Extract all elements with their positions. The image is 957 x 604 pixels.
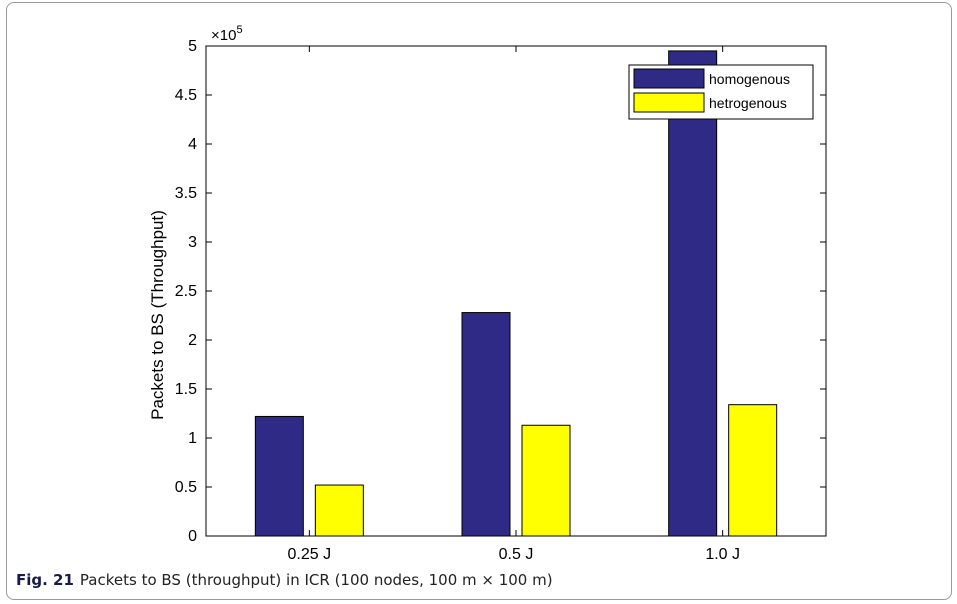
legend-label: homogenous	[709, 71, 790, 87]
legend-swatch	[633, 92, 705, 113]
y-tick-label: 3	[188, 234, 197, 251]
axes-group: 0 0.5 1 1.5 2 2.5 3 3.5 4 4.5 5 0.25 J 0.5 J 1.0 J	[175, 38, 827, 563]
x-tick-label: 0.25 J	[288, 546, 332, 563]
legend: homogenous hetrogenous	[628, 64, 814, 120]
bars-group	[254, 50, 778, 537]
legend-swatch	[633, 68, 705, 89]
y-tick-label: 0	[188, 528, 197, 545]
caption-text: Packets to BS (throughput) in ICR (100 n…	[79, 571, 553, 589]
bar-hetrogenous-0	[314, 484, 364, 537]
y-tick-label: 0.5	[175, 479, 197, 496]
x-tick-label: 0.5 J	[499, 546, 534, 563]
legend-label: hetrogenous	[709, 95, 787, 111]
y-tick-label: 5	[188, 38, 197, 55]
y-tick-label: 1	[188, 430, 197, 447]
bar-homogenous-0	[254, 415, 304, 537]
y-tick-label: 3.5	[175, 185, 197, 202]
figure-caption: Fig. 21 Packets to BS (throughput) in ICR…	[16, 571, 553, 589]
bar-hetrogenous-2	[728, 404, 778, 537]
y-tick-label: 2.5	[175, 283, 197, 300]
figure-number: Fig. 21	[16, 571, 74, 589]
y-tick-label: 4	[188, 136, 197, 153]
y-tick-label: 4.5	[175, 87, 197, 104]
y-tick-label: 2	[188, 332, 197, 349]
y-tick-label: 1.5	[175, 381, 197, 398]
bar-homogenous-1	[461, 312, 511, 537]
y-axis-label: Packets to BS (Throughput)	[148, 210, 167, 420]
bar-homogenous-2	[668, 50, 718, 537]
bar-hetrogenous-1	[521, 424, 571, 537]
y-exponent-label: ×105	[211, 24, 243, 44]
x-tick-label: 1.0 J	[705, 546, 740, 563]
